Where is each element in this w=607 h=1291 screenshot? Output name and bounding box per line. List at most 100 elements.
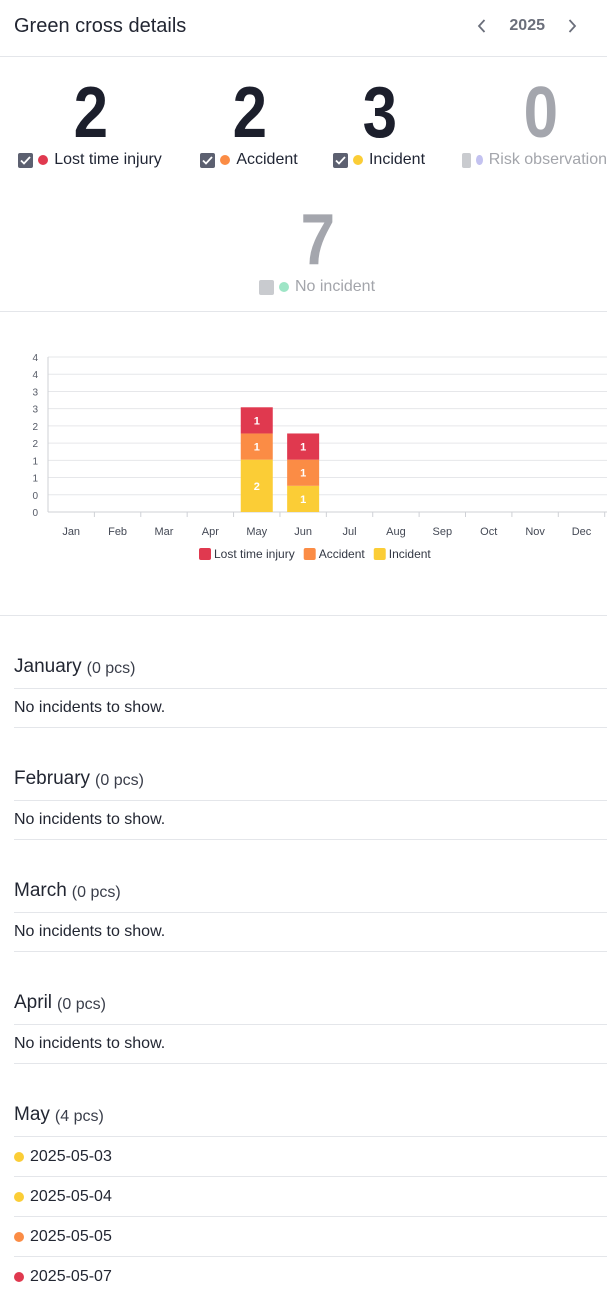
color-dot-icon <box>278 282 289 292</box>
legend-swatch <box>373 548 386 560</box>
x-tick-label: Jan <box>62 526 80 538</box>
empty-state-text: No incidents to show. <box>14 800 607 840</box>
bar-data-label: 1 <box>300 494 306 506</box>
month-section: March (0 pcs) No incidents to show. <box>14 864 607 952</box>
bar-data-label: 1 <box>300 442 306 454</box>
incident-row[interactable]: 2025-05-05 <box>14 1216 607 1256</box>
checkbox-unchecked-icon[interactable] <box>258 279 274 295</box>
x-tick-label: Jun <box>294 526 312 538</box>
stat-label: Risk observation <box>488 151 607 168</box>
previous-year-button[interactable] <box>469 13 495 39</box>
month-count: (0 pcs) <box>57 996 106 1013</box>
x-tick-label: Dec <box>572 526 592 538</box>
month-count: (4 pcs) <box>54 1108 104 1125</box>
incident-date: 2025-05-03 <box>30 1147 112 1165</box>
stat-value: 2 <box>232 73 267 153</box>
legend-swatch <box>199 548 211 560</box>
x-tick-label: Jul <box>343 526 357 538</box>
legend-label: Accident <box>319 547 366 561</box>
stat-label: Accident <box>236 151 298 168</box>
bar-segment <box>240 433 273 460</box>
stat-label: Lost time injury <box>54 151 162 168</box>
x-tick-label: Mar <box>154 526 173 538</box>
stat-value: 3 <box>362 73 397 153</box>
stat-incident: 3 Incident <box>320 73 438 169</box>
month-spacer <box>14 728 607 752</box>
y-tick-label: 4 <box>32 370 38 381</box>
x-tick-label: May <box>246 526 267 538</box>
incident-date: 2025-05-04 <box>30 1187 112 1205</box>
stat-lost-time-injury: 2 Lost time injury <box>10 73 170 169</box>
x-tick-label: Feb <box>108 526 127 538</box>
x-tick-label: Apr <box>202 526 219 538</box>
stat-toggle-no-incident[interactable]: No incident <box>237 278 397 296</box>
checkbox-checked-icon[interactable] <box>200 152 216 168</box>
month-spacer <box>14 1064 607 1088</box>
month-name: February <box>14 768 91 789</box>
bar-data-label: 2 <box>254 481 260 493</box>
incident-bar-chart: 0 0 1 1 2 2 3 3 4 4 Jan Feb Mar Apr May Jun Jul Aug Sep Oct… <box>0 345 607 580</box>
y-tick-label: 0 <box>32 508 38 519</box>
x-tick-label: Nov <box>525 526 545 538</box>
y-tick-label: 4 <box>32 353 38 364</box>
stat-toggle-incident[interactable]: Incident <box>320 151 438 169</box>
month-section: April (0 pcs) No incidents to show. <box>14 976 607 1064</box>
color-dot-icon <box>476 155 483 165</box>
legend-label: Incident <box>389 547 432 561</box>
year-navigator: 2025 <box>469 13 585 39</box>
y-tick-label: 0 <box>32 491 38 502</box>
stat-accident: 2 Accident <box>187 73 311 169</box>
stat-value: 2 <box>73 73 108 153</box>
bar-segment <box>287 459 320 486</box>
month-count: (0 pcs) <box>86 660 136 677</box>
stat-toggle-lost-time-injury[interactable]: Lost time injury <box>10 151 170 169</box>
stat-label: Incident <box>368 151 426 168</box>
checkbox-checked-icon[interactable] <box>18 152 34 168</box>
header: Green cross details 2025 <box>0 0 607 57</box>
stat-toggle-risk-observation[interactable]: Risk observation <box>462 151 607 169</box>
legend-label: Lost time injury <box>214 547 295 561</box>
bar-segment <box>287 433 320 460</box>
incident-color-dot-icon <box>14 1151 24 1162</box>
incident-date: 2025-05-07 <box>30 1267 112 1285</box>
stat-toggle-accident[interactable]: Accident <box>187 151 311 169</box>
y-tick-label: 3 <box>32 405 38 416</box>
y-tick-label: 2 <box>32 422 38 433</box>
month-section: January (0 pcs) No incidents to show. <box>14 640 607 728</box>
checkbox-unchecked-icon[interactable] <box>462 152 472 168</box>
incident-row[interactable]: 2025-05-07 <box>14 1256 607 1291</box>
legend-swatch <box>303 548 316 560</box>
month-count: (0 pcs) <box>71 884 121 901</box>
x-tick-label: Aug <box>386 526 406 538</box>
y-tick-label: 3 <box>32 387 38 398</box>
month-spacer <box>14 840 607 864</box>
chevron-right-icon <box>568 19 577 33</box>
color-dot-icon <box>220 155 231 165</box>
empty-state-text: No incidents to show. <box>14 912 607 952</box>
next-year-button[interactable] <box>559 13 585 39</box>
bar-segment <box>240 407 273 434</box>
incident-row[interactable]: 2025-05-04 <box>14 1176 607 1216</box>
month-section: February (0 pcs) No incidents to show. <box>14 752 607 840</box>
chevron-left-icon <box>478 19 486 33</box>
checkbox-checked-icon[interactable] <box>332 152 348 168</box>
y-tick-label: 1 <box>32 456 38 467</box>
color-dot-icon <box>38 155 49 165</box>
x-tick-label: Oct <box>480 526 497 538</box>
x-tick-label: Sep <box>433 526 453 538</box>
bar-data-label: 1 <box>254 415 260 427</box>
stat-no-incident: 7 No incident <box>237 204 397 296</box>
bar-data-label: 1 <box>254 442 260 454</box>
incident-row[interactable]: 2025-05-03 <box>14 1136 607 1176</box>
month-section: May (4 pcs) 2025-05-03 2025-05-04 2025-05-05… <box>14 1088 607 1291</box>
bar-data-label: 1 <box>300 468 306 480</box>
divider <box>0 311 607 312</box>
month-title: January (0 pcs) <box>14 640 607 688</box>
bar-segment <box>240 459 273 512</box>
incident-color-dot-icon <box>14 1271 24 1282</box>
chart-svg: 0 0 1 1 2 2 3 3 4 4 Jan Feb Mar Apr May Jun Jul Aug Sep Oct… <box>32 353 607 561</box>
stat-value: 0 <box>523 80 558 153</box>
month-count: (0 pcs) <box>95 772 144 789</box>
incident-date: 2025-05-05 <box>30 1227 112 1245</box>
month-name: March <box>14 880 67 901</box>
